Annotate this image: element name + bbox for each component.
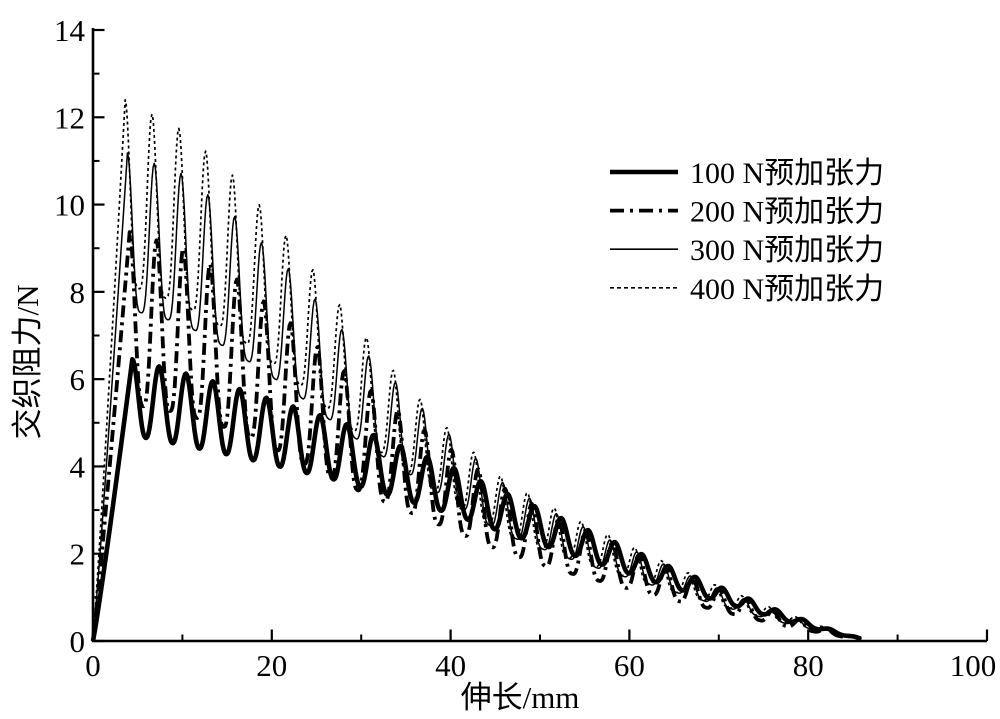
axes: 0 20 40 60 80 100 0 2 4 6 8 10 12 14 <box>54 13 996 683</box>
legend-item: 200 N预加张力 <box>610 196 884 229</box>
y-tick-label: 10 <box>54 188 85 223</box>
legend-label: 400 N预加张力 <box>690 273 884 306</box>
legend-label: 200 N预加张力 <box>690 196 884 229</box>
x-tick-label: 80 <box>793 648 824 683</box>
x-tick-label: 0 <box>85 648 101 683</box>
x-axis-label: 伸长/mm <box>461 680 580 715</box>
legend-item: 300 N预加张力 <box>610 234 884 267</box>
y-tick-label: 8 <box>70 275 86 310</box>
y-tick-label: 14 <box>54 13 86 48</box>
legend: 100 N预加张力 200 N预加张力 300 N预加张力 400 N预加张力 <box>610 157 884 306</box>
y-tick-label: 4 <box>70 449 86 484</box>
series-curve-thick-solid <box>90 356 862 642</box>
legend-label: 300 N预加张力 <box>690 234 884 267</box>
legend-item: 400 N预加张力 <box>610 273 884 306</box>
legend-label: 100 N预加张力 <box>690 157 884 190</box>
x-tick-label: 20 <box>256 648 287 683</box>
y-tick-label: 12 <box>54 100 85 135</box>
legend-item: 100 N预加张力 <box>610 157 884 190</box>
x-tick-label: 100 <box>950 648 997 683</box>
x-tick-label: 40 <box>435 648 466 683</box>
y-axis-label: 交织阻力/N <box>10 285 45 440</box>
y-tick-label: 6 <box>70 362 86 397</box>
y-tick-label: 0 <box>70 624 86 659</box>
x-tick-label: 60 <box>614 648 645 683</box>
curves <box>90 98 863 642</box>
y-tick-label: 2 <box>70 537 86 572</box>
